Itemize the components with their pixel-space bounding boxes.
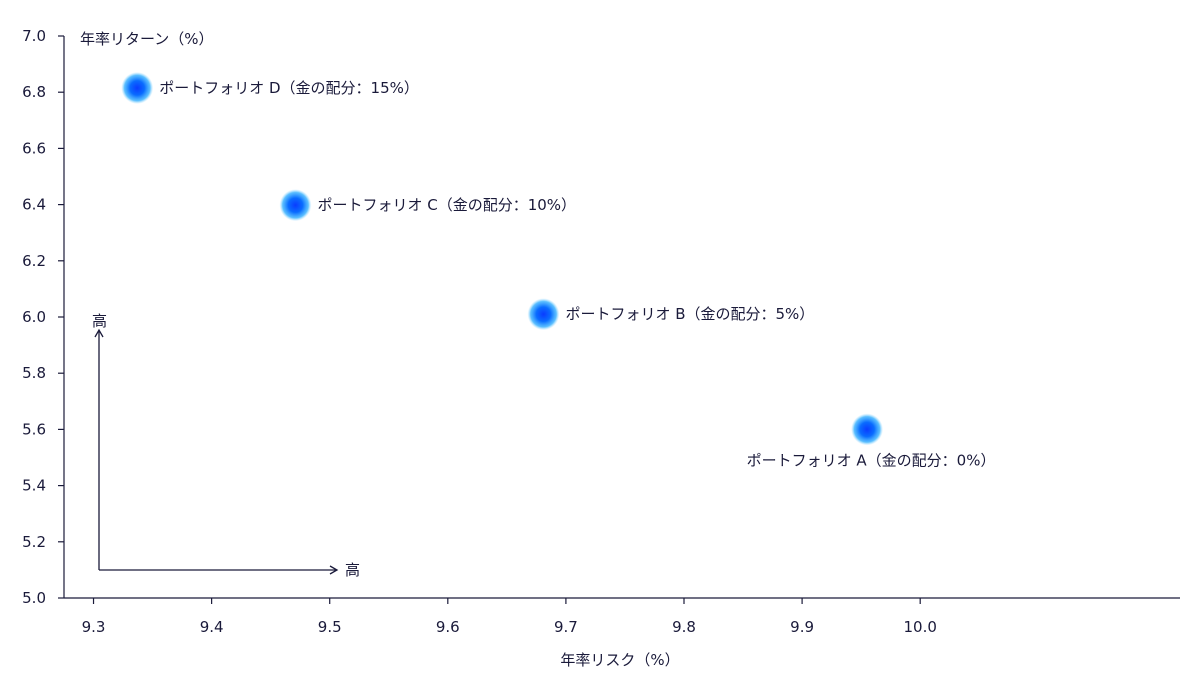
x-tick-label: 9.5: [318, 618, 342, 636]
x-tick-label: 9.9: [790, 618, 814, 636]
x-high-label: 高: [345, 561, 360, 579]
points: ポートフォリオ D（金の配分：15%） ポートフォリオ C（金の配分：10%） ポー…: [121, 71, 996, 469]
data-point: [121, 71, 154, 104]
x-tick-label: 9.6: [436, 618, 460, 636]
x-tick-label: 9.8: [672, 618, 696, 636]
y-tick-label: 5.2: [22, 533, 46, 551]
data-point: [527, 298, 560, 331]
x-tick-label: 9.4: [200, 618, 224, 636]
y-ticks: 5.0 5.2 5.4 5.6 5.8 6.0 6.2 6.4 6.6 6.8 7.0: [22, 27, 64, 607]
axes: 年率リターン（%） 年率リスク（%）: [63, 30, 1180, 669]
x-tick-label: 9.7: [554, 618, 578, 636]
data-point-label: ポートフォリオ D（金の配分：15%）: [159, 79, 419, 97]
data-point-label: ポートフォリオ B（金の配分：5%）: [565, 305, 814, 323]
x-high-arrowhead: [329, 565, 339, 575]
data-point-label: ポートフォリオ C（金の配分：10%）: [317, 196, 576, 214]
y-high-label: 高: [92, 312, 107, 330]
y-tick-label: 6.8: [22, 83, 46, 101]
x-tick-label: 9.3: [82, 618, 106, 636]
y-tick-label: 7.0: [22, 27, 46, 45]
y-tick-label: 6.0: [22, 308, 46, 326]
y-tick-label: 6.6: [22, 139, 46, 157]
x-tick-label: 10.0: [903, 618, 936, 636]
data-point-label: ポートフォリオ A（金の配分：0%）: [747, 451, 996, 469]
y-high-arrowhead: [94, 328, 104, 338]
y-tick-label: 5.8: [22, 364, 46, 382]
y-tick-label: 5.6: [22, 420, 46, 438]
x-axis-title: 年率リスク（%）: [560, 651, 679, 669]
data-point: [279, 189, 312, 222]
y-tick-label: 6.4: [22, 196, 46, 214]
y-tick-label: 5.4: [22, 477, 46, 495]
y-tick-label: 5.0: [22, 589, 46, 607]
high-annotation: 高 高: [92, 312, 360, 579]
x-ticks: 9.3 9.4 9.5 9.6 9.7 9.8 9.9 10.0: [82, 598, 937, 636]
y-tick-label: 6.2: [22, 252, 46, 270]
data-point: [851, 413, 884, 446]
y-axis-title: 年率リターン（%）: [80, 30, 214, 48]
